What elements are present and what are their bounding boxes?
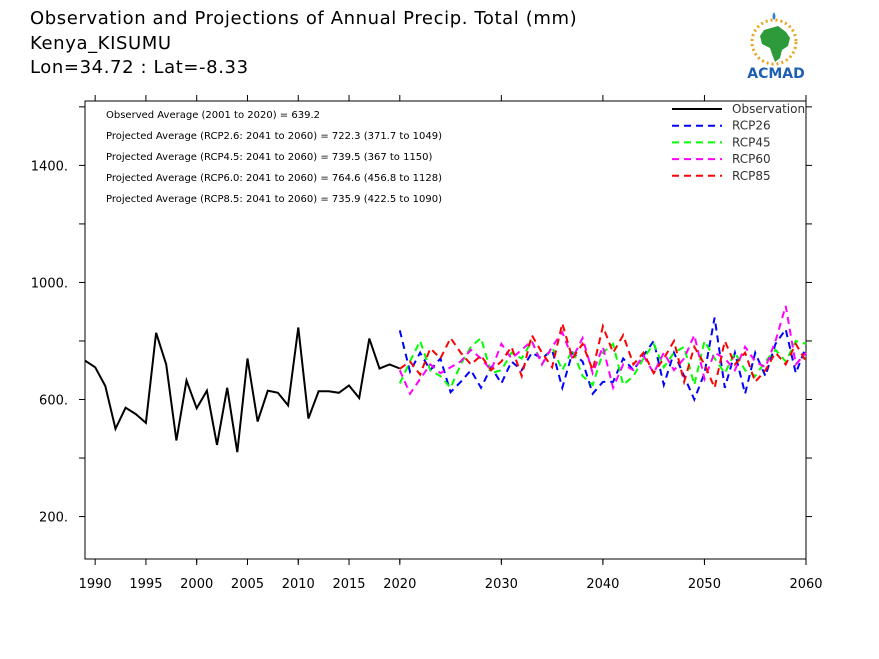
annotations: Observed Average (2001 to 2020) = 639.2 P… [106, 110, 442, 205]
series-line-rcp60 [398, 305, 807, 396]
x-tick-label: 1990 [79, 577, 112, 592]
x-tick-label: 2005 [231, 577, 264, 592]
x-tick-label: 2030 [485, 577, 518, 592]
chart-legend: Observation RCP26 RCP45 RCP60 RCP85 [672, 102, 805, 183]
legend-label: RCP60 [732, 152, 771, 166]
x-tick-label: 2040 [586, 577, 619, 592]
chart-title: Observation and Projections of Annual Pr… [30, 8, 578, 29]
annotation-text: Projected Average (RCP8.5: 2041 to 2060)… [106, 194, 442, 205]
plot-frame [84, 100, 807, 560]
axis-ticks: 1990 1995 2000 2005 2010 2015 2020 2030 2040 2050… [31, 95, 823, 592]
chart-axes [84, 100, 807, 560]
annotation-text: Projected Average (RCP4.5: 2041 to 2060)… [106, 152, 433, 163]
x-tick-label: 1995 [129, 577, 162, 592]
annotation-text: Observed Average (2001 to 2020) = 639.2 [106, 110, 320, 121]
y-tick-label: 1400. [31, 159, 68, 174]
series-line-rcp85 [399, 319, 807, 392]
x-tick-label: 2050 [688, 577, 721, 592]
x-tick-label: 2010 [282, 577, 315, 592]
logo-text: ACMAD [747, 66, 805, 82]
y-tick-label: 1000. [31, 276, 68, 291]
series-line-rcp26 [398, 317, 807, 403]
annotation-text: Projected Average (RCP6.0: 2041 to 2060)… [106, 173, 442, 184]
x-tick-label: 2015 [332, 577, 365, 592]
series-line-observation [84, 327, 401, 453]
series-layer [84, 305, 807, 453]
legend-label: RCP45 [732, 135, 771, 149]
station-name: Kenya_KISUMU [30, 33, 172, 54]
x-tick-label: 2020 [383, 577, 416, 592]
acmad-logo: ACMAD [738, 8, 816, 84]
annotation-text: Projected Average (RCP2.6: 2041 to 2060)… [106, 131, 442, 142]
y-tick-label: 600. [39, 394, 68, 409]
x-tick-label: 2060 [789, 577, 822, 592]
legend-label: RCP85 [732, 169, 771, 183]
legend-label: Observation [732, 102, 805, 116]
station-coordinates: Lon=34.72 : Lat=-8.33 [30, 57, 249, 78]
legend-label: RCP26 [732, 119, 771, 133]
africa-map-icon: ACMAD [747, 12, 805, 82]
x-tick-label: 2000 [180, 577, 213, 592]
y-tick-label: 200. [39, 511, 68, 526]
